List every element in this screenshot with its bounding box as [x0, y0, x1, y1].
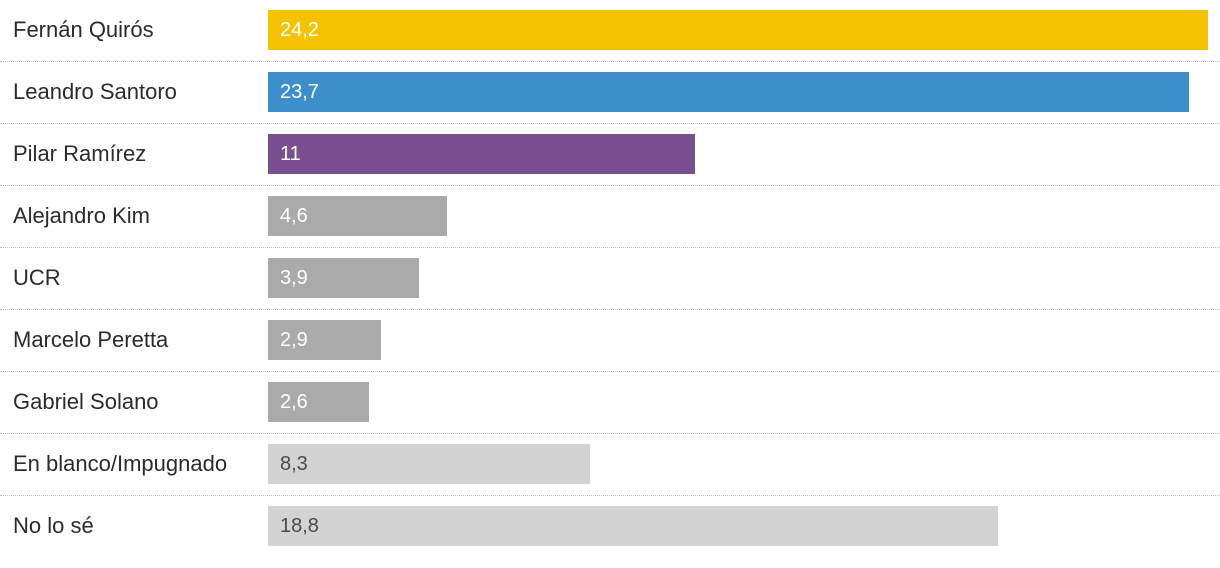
bar	[268, 72, 1189, 112]
bar	[268, 196, 447, 236]
data-label: 11	[280, 143, 301, 165]
row-divider	[0, 495, 1220, 496]
bar-row: Pilar Ramírez 11	[0, 134, 1220, 196]
bar-row: Marcelo Peretta 2,9	[0, 320, 1220, 382]
data-label: 24,2	[280, 19, 319, 41]
category-label: En blanco/Impugnado	[13, 451, 228, 476]
bar	[268, 258, 419, 298]
category-label: Gabriel Solano	[13, 389, 159, 414]
category-label: Fernán Quirós	[13, 17, 154, 42]
category-label: Pilar Ramírez	[13, 141, 147, 166]
category-label: Leandro Santoro	[13, 79, 177, 104]
data-label: 23,7	[280, 81, 319, 103]
data-label: 4,6	[280, 205, 308, 227]
bar	[268, 134, 695, 174]
row-divider	[0, 61, 1220, 62]
bar-row: UCR 3,9	[0, 258, 1220, 320]
data-label: 2,6	[280, 391, 308, 413]
category-label: No lo sé	[13, 513, 94, 538]
bar	[268, 10, 1208, 50]
bar	[268, 320, 381, 360]
data-label: 2,9	[280, 329, 308, 351]
category-label: UCR	[13, 265, 61, 290]
bar-row: Fernán Quirós 24,2	[0, 10, 1220, 72]
bar	[268, 444, 590, 484]
bar-row: Leandro Santoro 23,7	[0, 72, 1220, 134]
row-divider	[0, 123, 1220, 124]
bar-row: No lo sé 18,8	[0, 506, 1220, 568]
data-label: 8,3	[280, 453, 308, 475]
row-divider	[0, 247, 1220, 248]
bar-row: Alejandro Kim 4,6	[0, 196, 1220, 258]
data-label: 18,8	[280, 515, 319, 537]
bar-row: Gabriel Solano 2,6	[0, 382, 1220, 444]
data-label: 3,9	[280, 267, 308, 289]
horizontal-bar-chart: Fernán Quirós 24,2 Leandro Santoro 23,7 Pila…	[0, 10, 1220, 546]
bar-row: En blanco/Impugnado 8,3	[0, 444, 1220, 506]
row-divider	[0, 371, 1220, 372]
row-divider	[0, 433, 1220, 434]
bar	[268, 382, 369, 422]
row-divider	[0, 309, 1220, 310]
row-divider	[0, 185, 1220, 186]
category-label: Alejandro Kim	[13, 203, 150, 228]
bar	[268, 506, 998, 546]
category-label: Marcelo Peretta	[13, 327, 169, 352]
